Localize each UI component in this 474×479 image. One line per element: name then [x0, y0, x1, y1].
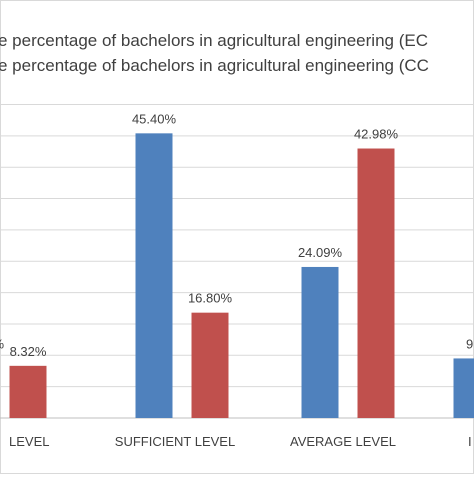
bar: [10, 366, 47, 418]
data-label: 45.40%: [132, 111, 177, 126]
legend-entry: e percentage of bachelors in agricultura…: [0, 56, 429, 75]
data-label: 42.98%: [354, 127, 399, 142]
category-label: LEVEL: [9, 434, 49, 449]
category-label: I: [468, 434, 472, 449]
data-label: 8.32%: [10, 344, 47, 359]
bar: [136, 133, 173, 418]
bar: [454, 358, 474, 418]
category-label: AVERAGE LEVEL: [290, 434, 396, 449]
data-label: 16.80%: [188, 291, 233, 306]
bar: [302, 267, 339, 418]
legend-entry: e percentage of bachelors in agricultura…: [0, 31, 428, 50]
data-label: 9: [466, 336, 473, 351]
bar: [358, 149, 395, 418]
data-label: %: [0, 336, 4, 351]
category-label: SUFFICIENT LEVEL: [115, 434, 235, 449]
data-label: 24.09%: [298, 245, 343, 260]
bar: [192, 313, 229, 418]
